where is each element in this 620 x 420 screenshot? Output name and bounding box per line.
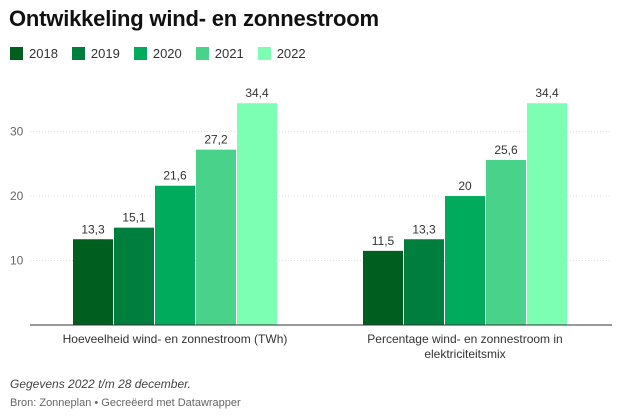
data-label-2019-group-1: 15,1	[122, 211, 146, 225]
bar-2019-group-2	[404, 239, 444, 325]
data-label-2021-group-1: 27,2	[204, 133, 228, 147]
chart-area: 10 20 30 13,3 11,5 15,1 13,3 21,6 20 27,2 25,6 34,4…	[0, 70, 620, 370]
category-label: Hoeveelheid wind- en zonnestroom (TWh)	[63, 332, 288, 346]
legend-label-2020: 2020	[152, 45, 182, 61]
chart-legend: 2018 2019 2020 2021 2022	[10, 44, 320, 62]
data-label-2020-group-1: 21,6	[163, 169, 187, 183]
bar-2020-group-1	[155, 185, 195, 325]
legend-item-2018: 2018	[10, 46, 58, 61]
bar-2018-group-2	[363, 250, 403, 325]
legend-label-2019: 2019	[90, 45, 120, 61]
bar-2021-group-1	[196, 149, 236, 325]
source-line: Bron: Zonneplan • Gecreëerd met Datawrap…	[10, 397, 241, 409]
bar-2020-group-2	[445, 196, 485, 325]
data-label-2022-group-2: 34,4	[535, 86, 559, 100]
bar-2022-group-2	[527, 103, 567, 325]
legend-swatch-2021	[195, 46, 209, 60]
bar-2021-group-2	[486, 159, 526, 325]
data-label-2020-group-2: 20	[458, 179, 472, 193]
category-label: Percentage wind- en zonnestroom in	[367, 332, 562, 346]
legend-item-2020: 2020	[133, 45, 182, 61]
legend-item-2022: 2022	[257, 45, 306, 61]
bar-2022-group-1	[237, 103, 277, 325]
legend-item-2021: 2021	[195, 45, 244, 61]
legend-label-2018: 2018	[29, 45, 58, 61]
bar-2019-group-1	[114, 227, 154, 325]
y-tick-label: 30	[10, 125, 24, 139]
legend-swatch-2018	[10, 46, 23, 60]
legend-swatch-2020	[133, 46, 147, 60]
data-label-2018-group-2: 11,5	[372, 234, 395, 248]
footnote: Gegevens 2022 t/m 28 december.	[10, 377, 191, 391]
data-label-2018-group-1: 13,3	[81, 222, 105, 236]
y-tick-label: 10	[10, 254, 24, 268]
y-tick-label: 20	[10, 189, 24, 203]
data-label-2022-group-1: 34,4	[245, 86, 269, 100]
legend-label-2021: 2021	[214, 45, 244, 61]
category-label: elektriciteitsmix	[424, 347, 505, 361]
bar-2018-group-1	[73, 239, 113, 325]
legend-swatch-2022	[257, 46, 271, 60]
chart-title: Ontwikkeling wind- en zonnestroom	[9, 6, 379, 31]
data-label-2021-group-2: 25,6	[494, 143, 518, 157]
legend-swatch-2019	[71, 46, 85, 60]
legend-item-2019: 2019	[71, 45, 120, 61]
data-label-2019-group-2: 13,3	[412, 222, 436, 236]
bar-chart: 10 20 30 13,3 11,5 15,1 13,3 21,6 20 27,2 25,6 34,4…	[10, 86, 612, 361]
legend-label-2022: 2022	[276, 45, 306, 61]
